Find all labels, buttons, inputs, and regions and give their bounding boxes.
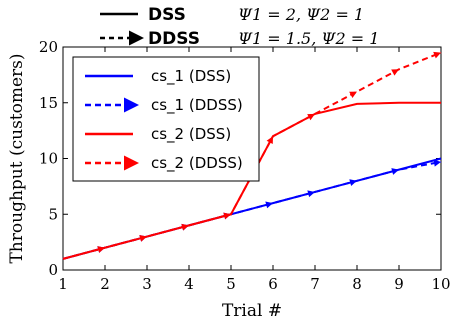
legend-entry: cs_2 (DDSS) [85,154,243,173]
x-tick-label: 9 [394,275,404,293]
series-point [307,113,315,121]
top-legend-params: Ψ1 = 2, Ψ2 = 1 [238,5,364,24]
series-point [307,190,315,198]
series-point [265,201,273,209]
series-point [391,168,399,175]
top-legend: DSS Ψ1 = 2, Ψ2 = 1 DDSS Ψ1 = 1.5, Ψ2 = 1 [100,5,379,49]
series-cs-2-ddss- [62,51,442,260]
series-point [391,69,399,76]
x-tick-label: 2 [100,275,110,293]
legend-label: cs_2 (DDSS) [151,154,243,173]
top-legend-entry: DDSS Ψ1 = 1.5, Ψ2 = 1 [100,29,379,49]
x-tick-label: 3 [142,275,152,293]
x-tick-label: 6 [268,275,278,293]
legend-label: cs_1 (DSS) [151,67,231,86]
series-point [181,223,189,231]
x-tick-label: 8 [352,275,362,293]
y-tick-label: 10 [39,150,58,168]
x-tick-label: 5 [226,275,236,293]
series-point [433,51,441,59]
series-point [97,246,105,253]
series-line [62,51,442,260]
legend-entry: cs_2 (DSS) [85,125,231,144]
legend-entry: cs_1 (DDSS) [85,96,243,115]
x-tick-label: 10 [431,275,450,293]
top-legend-label: DSS [148,5,186,25]
series-point [349,91,357,98]
top-legend-params: Ψ1 = 1.5, Ψ2 = 1 [238,29,379,48]
y-tick-label: 15 [39,94,58,112]
legend: cs_1 (DSS) cs_1 (DDSS) cs_2 (DSS) cs_2 (DDS… [72,56,260,182]
x-tick-label: 1 [58,275,68,293]
series-point [349,179,357,186]
series-point [433,159,441,167]
legend-label: cs_2 (DSS) [151,125,231,144]
series-layer [62,51,442,260]
top-legend-entry: DSS Ψ1 = 2, Ψ2 = 1 [100,5,364,25]
y-tick-label: 0 [48,261,58,279]
series-point [223,212,231,220]
x-tick-label: 7 [310,275,320,293]
top-legend-label: DDSS [148,29,200,49]
y-tick-label: 20 [39,38,58,56]
x-tick-label: 4 [184,275,194,293]
y-axis-label: Throughput (customers) [7,53,27,263]
legend-box [72,56,260,182]
legend-entry: cs_1 (DSS) [85,67,231,86]
series-point [266,136,273,145]
y-tick-label: 5 [48,205,58,223]
x-axis-label: Trial # [222,301,282,321]
series-point [139,234,147,242]
legend-label: cs_1 (DDSS) [151,96,243,115]
axis-ticks: 1 2 3 4 5 6 7 8 9 10 0 5 10 15 20 [39,38,451,293]
